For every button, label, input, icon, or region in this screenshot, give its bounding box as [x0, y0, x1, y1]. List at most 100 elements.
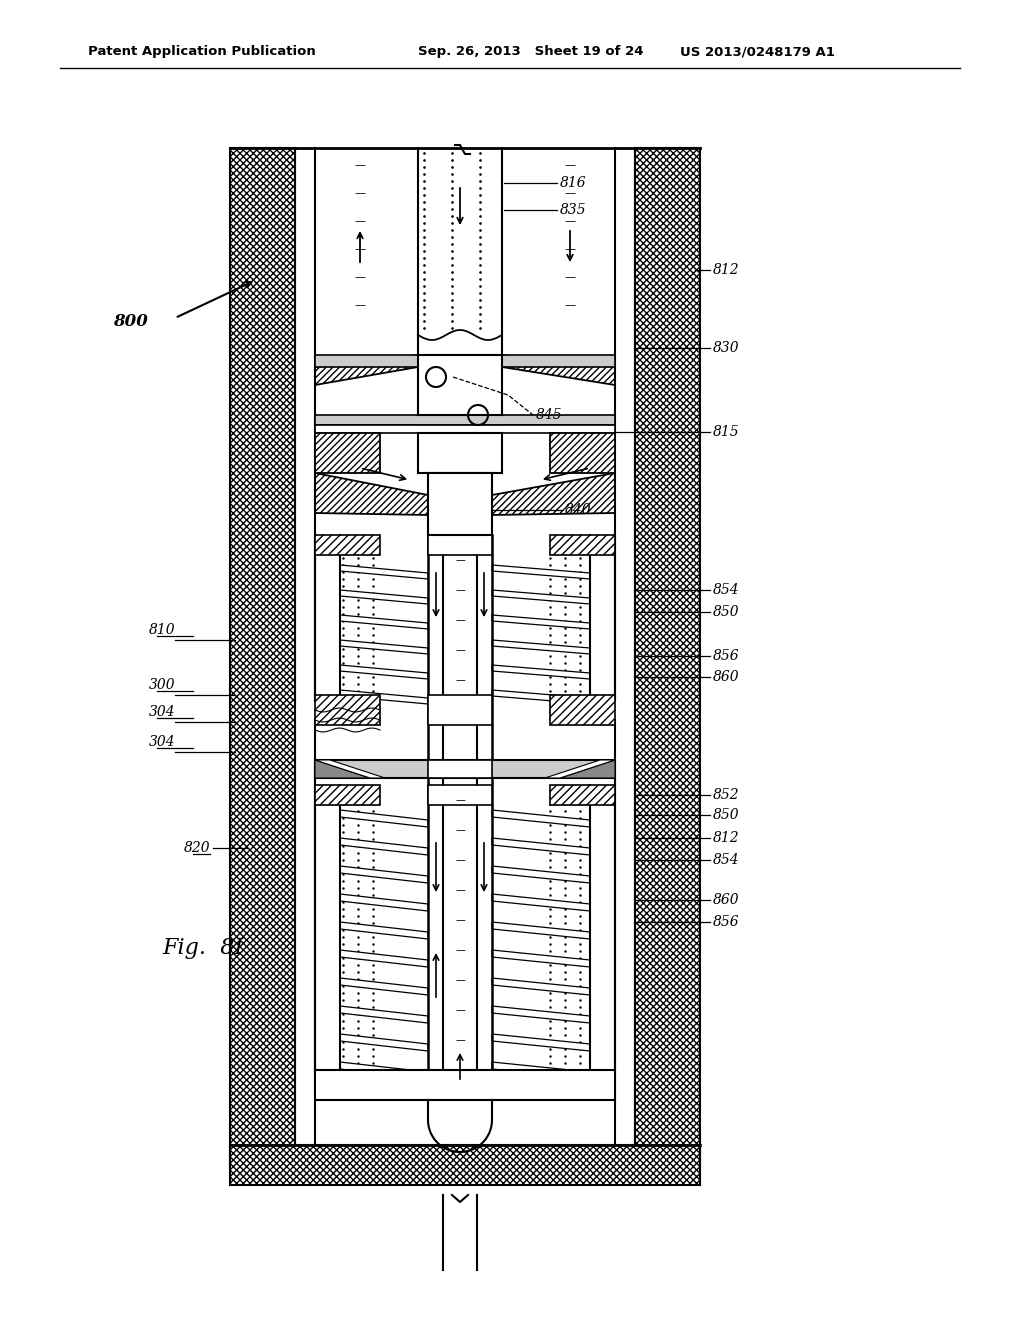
Text: Fig.  8I: Fig. 8I [162, 937, 243, 960]
Polygon shape [340, 810, 428, 828]
Polygon shape [340, 640, 428, 653]
Text: —: — [455, 855, 465, 865]
Bar [315, 760, 615, 777]
Bar [315, 696, 380, 725]
Bar [428, 760, 492, 777]
Text: —: — [564, 300, 575, 310]
Polygon shape [340, 690, 428, 704]
Polygon shape [315, 355, 418, 385]
Polygon shape [340, 1006, 428, 1023]
Text: 856: 856 [713, 915, 739, 929]
Text: 845: 845 [536, 408, 562, 422]
Text: 854: 854 [713, 583, 739, 597]
Bar [550, 785, 615, 805]
Text: —: — [564, 160, 575, 170]
Text: 850: 850 [713, 605, 739, 619]
Polygon shape [340, 665, 428, 678]
Text: —: — [564, 244, 575, 253]
Polygon shape [492, 838, 590, 855]
Bar [428, 785, 492, 805]
Polygon shape [492, 950, 590, 968]
Bar [230, 1144, 700, 1185]
Polygon shape [492, 1063, 590, 1078]
Polygon shape [492, 1034, 590, 1051]
Polygon shape [315, 760, 370, 777]
Polygon shape [340, 866, 428, 883]
Text: 820: 820 [183, 841, 210, 855]
Text: 850: 850 [713, 808, 739, 822]
Text: 852: 852 [713, 788, 739, 803]
Polygon shape [502, 355, 615, 385]
Text: 860: 860 [713, 671, 739, 684]
Text: 835: 835 [560, 203, 587, 216]
Text: 810: 810 [148, 623, 175, 638]
Polygon shape [492, 921, 590, 939]
Text: —: — [455, 884, 465, 895]
Text: —: — [455, 825, 465, 836]
Polygon shape [492, 866, 590, 883]
Text: Sep. 26, 2013   Sheet 19 of 24: Sep. 26, 2013 Sheet 19 of 24 [418, 45, 643, 58]
Polygon shape [315, 760, 385, 777]
Polygon shape [492, 473, 615, 515]
Polygon shape [315, 473, 428, 515]
Bar [428, 696, 492, 725]
Bar [315, 148, 615, 1166]
Text: —: — [354, 300, 366, 310]
Polygon shape [340, 615, 428, 630]
Text: —: — [354, 244, 366, 253]
Text: 854: 854 [713, 853, 739, 867]
Text: —: — [455, 945, 465, 954]
Text: —: — [455, 1005, 465, 1015]
Bar [428, 473, 492, 535]
Polygon shape [340, 978, 428, 995]
Text: —: — [564, 272, 575, 282]
Bar [315, 1071, 615, 1100]
Text: 304: 304 [148, 735, 175, 748]
Polygon shape [545, 760, 615, 777]
Text: —: — [455, 1035, 465, 1045]
Text: —: — [354, 160, 366, 170]
Text: —: — [564, 187, 575, 198]
Text: —: — [455, 554, 465, 565]
Bar [315, 425, 615, 433]
Bar [550, 433, 615, 473]
Polygon shape [492, 690, 590, 704]
Bar [315, 433, 380, 473]
Polygon shape [492, 615, 590, 630]
Text: 816: 816 [560, 176, 587, 190]
Polygon shape [340, 1034, 428, 1051]
Bar [550, 535, 615, 554]
Bar [635, 148, 700, 1166]
Text: 860: 860 [713, 894, 739, 907]
Text: —: — [354, 187, 366, 198]
Polygon shape [492, 894, 590, 911]
Text: 840: 840 [565, 503, 592, 517]
Text: —: — [455, 915, 465, 925]
Bar [428, 535, 492, 554]
Polygon shape [340, 565, 428, 579]
Text: Patent Application Publication: Patent Application Publication [88, 45, 315, 58]
Text: —: — [455, 645, 465, 655]
Bar [315, 785, 380, 805]
Bar [315, 414, 615, 425]
Text: US 2013/0248179 A1: US 2013/0248179 A1 [680, 45, 835, 58]
Text: 830: 830 [713, 341, 739, 355]
Polygon shape [492, 1006, 590, 1023]
Text: 812: 812 [713, 263, 739, 277]
Text: 815: 815 [713, 425, 739, 440]
Bar [230, 148, 295, 1166]
Bar [418, 355, 502, 414]
Bar [315, 355, 615, 367]
Text: 812: 812 [713, 832, 739, 845]
Polygon shape [340, 838, 428, 855]
Text: 300: 300 [148, 678, 175, 692]
Text: —: — [564, 216, 575, 226]
Bar [550, 696, 615, 725]
Text: —: — [455, 795, 465, 805]
Text: 856: 856 [713, 649, 739, 663]
Text: 800: 800 [113, 314, 148, 330]
Text: —: — [455, 975, 465, 985]
Polygon shape [492, 810, 590, 828]
Text: —: — [455, 585, 465, 595]
Text: 304: 304 [148, 705, 175, 719]
